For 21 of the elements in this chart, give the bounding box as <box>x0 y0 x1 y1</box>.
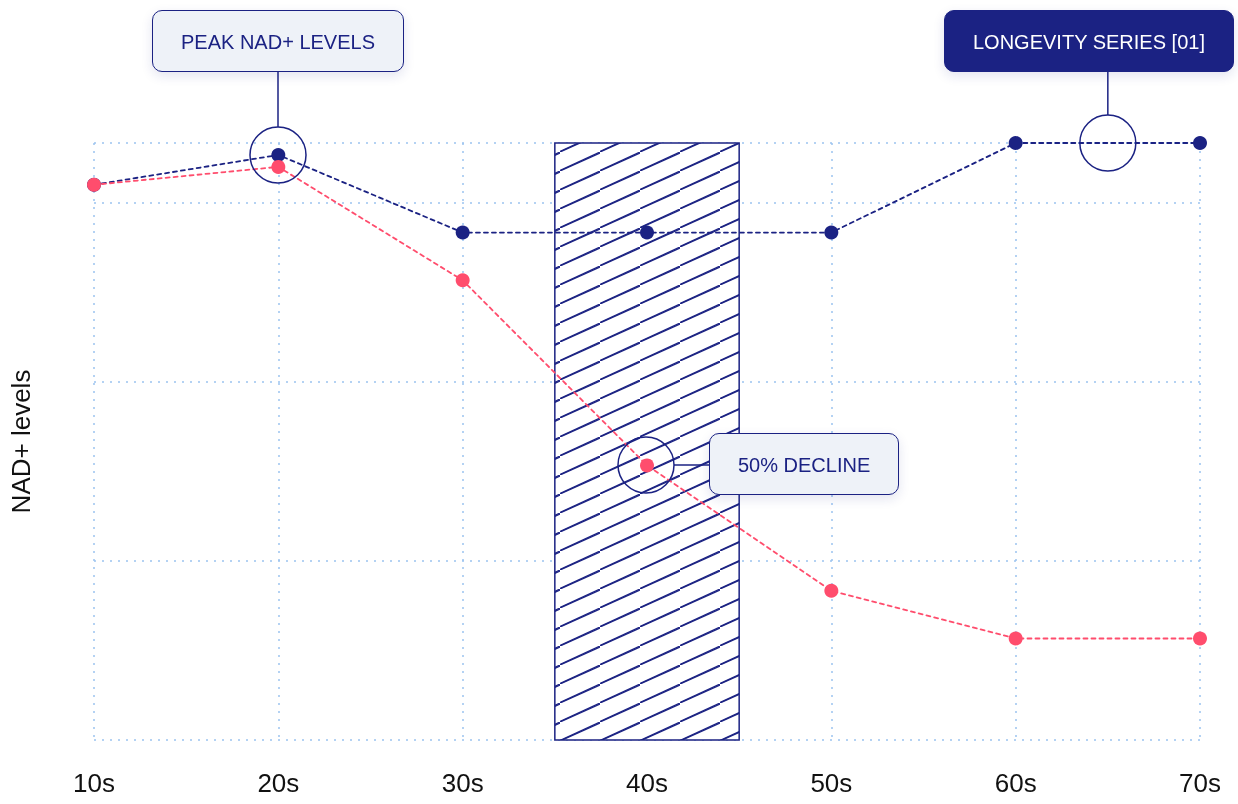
point <box>824 583 839 598</box>
x-tick-label: 20s <box>257 768 300 798</box>
point <box>1193 631 1207 646</box>
x-tick-label: 30s <box>441 768 484 798</box>
point <box>1008 136 1023 150</box>
point <box>1193 136 1207 150</box>
y-axis-title: NAD+ levels <box>6 369 36 514</box>
point <box>640 225 654 240</box>
x-tick-label: 70s <box>1179 768 1221 798</box>
x-tick-label: 10s <box>73 768 115 798</box>
x-tick-label: 60s <box>994 768 1037 798</box>
x-tick-label: 40s <box>626 768 668 798</box>
point <box>1008 631 1023 646</box>
x-tick-label: 50s <box>810 768 853 798</box>
text: LONGEVITY SERIES [01] <box>944 10 1234 72</box>
annotation: 50% DECLINE <box>709 433 900 495</box>
point <box>455 225 470 240</box>
point <box>271 159 286 174</box>
point <box>455 273 470 288</box>
text: PEAK NAD+ LEVELS <box>152 10 404 72</box>
point <box>824 225 839 240</box>
